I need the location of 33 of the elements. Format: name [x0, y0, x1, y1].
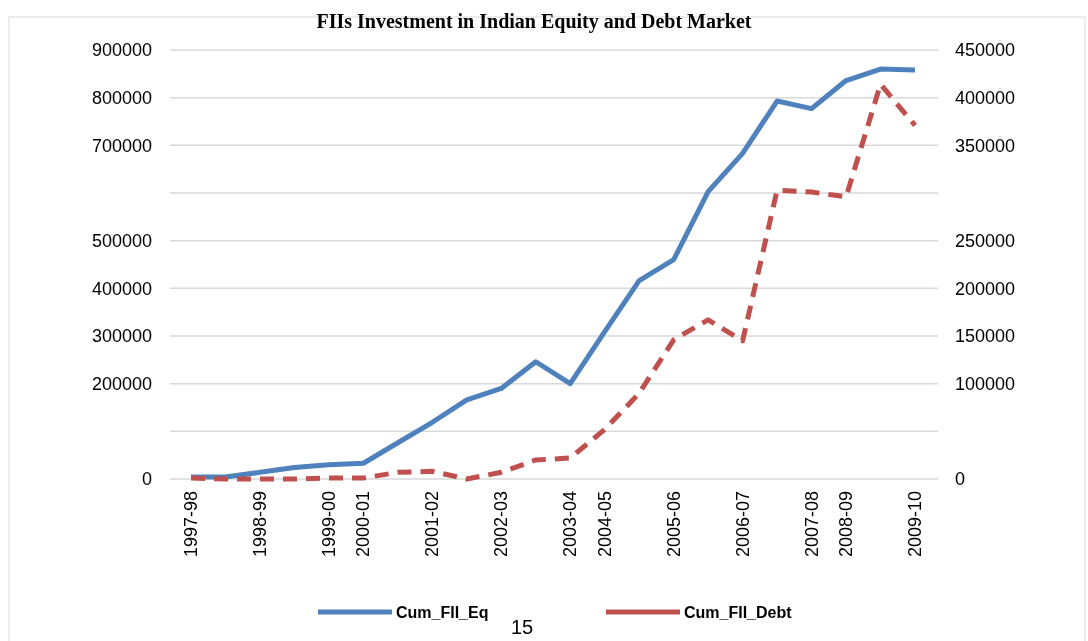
- x-tick-label: 2005-06: [663, 491, 684, 558]
- y-tick-label: 900000: [91, 40, 152, 61]
- y2-tick-label: 150000: [955, 326, 1016, 347]
- x-tick-label: 2002-03: [491, 491, 512, 558]
- y-tick-label: 0: [141, 469, 152, 490]
- x-tick-label: 2004-05: [594, 491, 615, 558]
- y2-tick-label: 400000: [955, 87, 1016, 108]
- y2-tick-label: 200000: [955, 278, 1016, 299]
- x-tick-label: 2001-02: [422, 491, 443, 558]
- x-tick-label: 2007-08: [801, 491, 822, 558]
- x-tick-label: 1997-98: [181, 491, 201, 558]
- y2-tick-label: 0: [955, 469, 966, 490]
- y-tick-label: 700000: [91, 135, 152, 156]
- text: 15: [510, 616, 534, 638]
- y2-tick-label: 250000: [955, 230, 1016, 251]
- x-tick-label: 2003-04: [560, 491, 581, 558]
- y-tick-label: 200000: [91, 373, 152, 394]
- y2-tick-label: 350000: [955, 135, 1016, 156]
- y2-tick-label: 450000: [955, 40, 1016, 61]
- x-tick-label: 2006-07: [732, 491, 753, 558]
- y-tick-label: 300000: [91, 326, 152, 347]
- y-tick-label: 800000: [91, 87, 152, 108]
- x-tick-label: 2008-09: [836, 491, 857, 558]
- y-tick-label: 500000: [91, 230, 152, 251]
- x-tick-label: 2009-10: [905, 491, 925, 558]
- x-tick-label: 2000-01: [353, 491, 374, 558]
- legend-label: Cum_FII_Eq: [396, 603, 489, 621]
- y2-tick-label: 100000: [955, 373, 1016, 394]
- x-tick-label: 1998-99: [249, 491, 270, 558]
- legend-label: Cum_FII_Debt: [684, 603, 793, 621]
- y-tick-label: 400000: [91, 278, 152, 299]
- x-tick-label: 1999-00: [318, 491, 339, 558]
- chart-title: FIIs Investment in Indian Equity and Debt Market: [316, 10, 752, 33]
